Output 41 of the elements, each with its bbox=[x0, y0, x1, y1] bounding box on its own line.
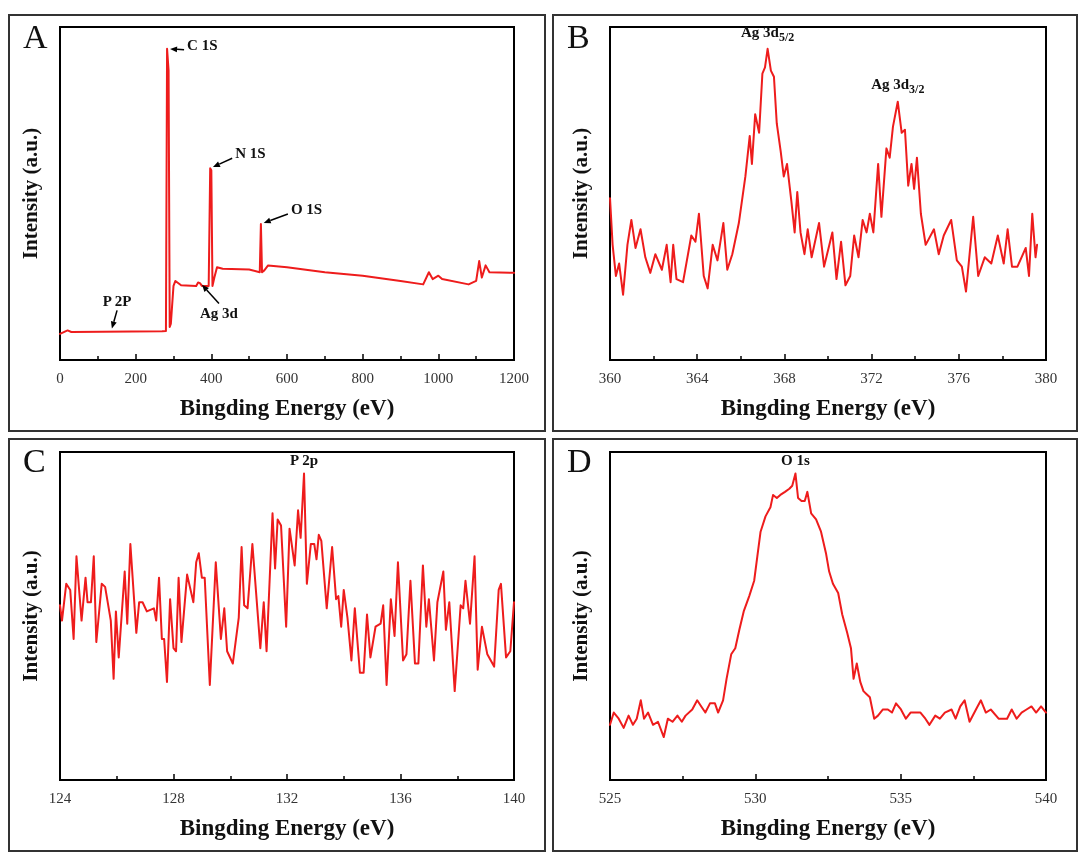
x-tick-label: 400 bbox=[200, 369, 223, 386]
x-axis-title: Bingding Energy (eV) bbox=[720, 815, 936, 840]
x-tick-label: 380 bbox=[1034, 369, 1058, 386]
x-tick-label: 128 bbox=[162, 789, 185, 806]
annotation: N 1S bbox=[235, 145, 266, 162]
y-axis-title: Intensity (a.u.) bbox=[567, 127, 592, 260]
x-tick-label: 525 bbox=[598, 789, 622, 806]
annotation: C 1S bbox=[187, 36, 218, 53]
x-tick-label: 540 bbox=[1034, 789, 1058, 806]
x-tick-label: 200 bbox=[124, 369, 147, 386]
x-axis-title: Bingding Energy (eV) bbox=[720, 395, 936, 420]
x-tick-label: 368 bbox=[773, 369, 796, 386]
x-tick-label: 1000 bbox=[423, 369, 454, 386]
x-tick-label: 600 bbox=[275, 369, 299, 386]
x-tick-label: 132 bbox=[275, 789, 299, 806]
y-axis-title: Intensity (a.u.) bbox=[17, 127, 42, 260]
chart-title: A bbox=[23, 17, 48, 55]
x-tick-label: 360 bbox=[598, 369, 622, 386]
x-axis-title: Bingding Energy (eV) bbox=[179, 395, 395, 420]
x-tick-label: 1200 bbox=[499, 369, 529, 386]
x-tick-label: 136 bbox=[389, 789, 413, 806]
annotation: O 1s bbox=[781, 451, 810, 468]
chart-title: C bbox=[23, 441, 46, 479]
annotation: P 2p bbox=[290, 451, 318, 468]
x-tick-label: 364 bbox=[685, 369, 709, 386]
x-tick-label: 0 bbox=[56, 369, 64, 386]
x-tick-label: 530 bbox=[744, 789, 767, 806]
chart-title: D bbox=[567, 441, 592, 479]
y-axis-title: Intensity (a.u.) bbox=[567, 550, 592, 682]
x-tick-label: 535 bbox=[889, 789, 912, 806]
x-tick-label: 124 bbox=[48, 789, 72, 806]
chart-title: B bbox=[567, 17, 590, 55]
x-tick-label: 376 bbox=[947, 369, 971, 386]
annotation: Ag 3d bbox=[200, 304, 239, 321]
x-tick-label: 372 bbox=[860, 369, 883, 386]
annotation: O 1S bbox=[290, 201, 323, 217]
x-tick-label: 140 bbox=[502, 789, 526, 806]
annotation: P 2P bbox=[102, 293, 132, 310]
x-tick-label: 800 bbox=[351, 369, 374, 386]
y-axis-title: Intensity (a.u.) bbox=[17, 550, 42, 682]
x-axis-title: Bingding Energy (eV) bbox=[179, 815, 395, 840]
